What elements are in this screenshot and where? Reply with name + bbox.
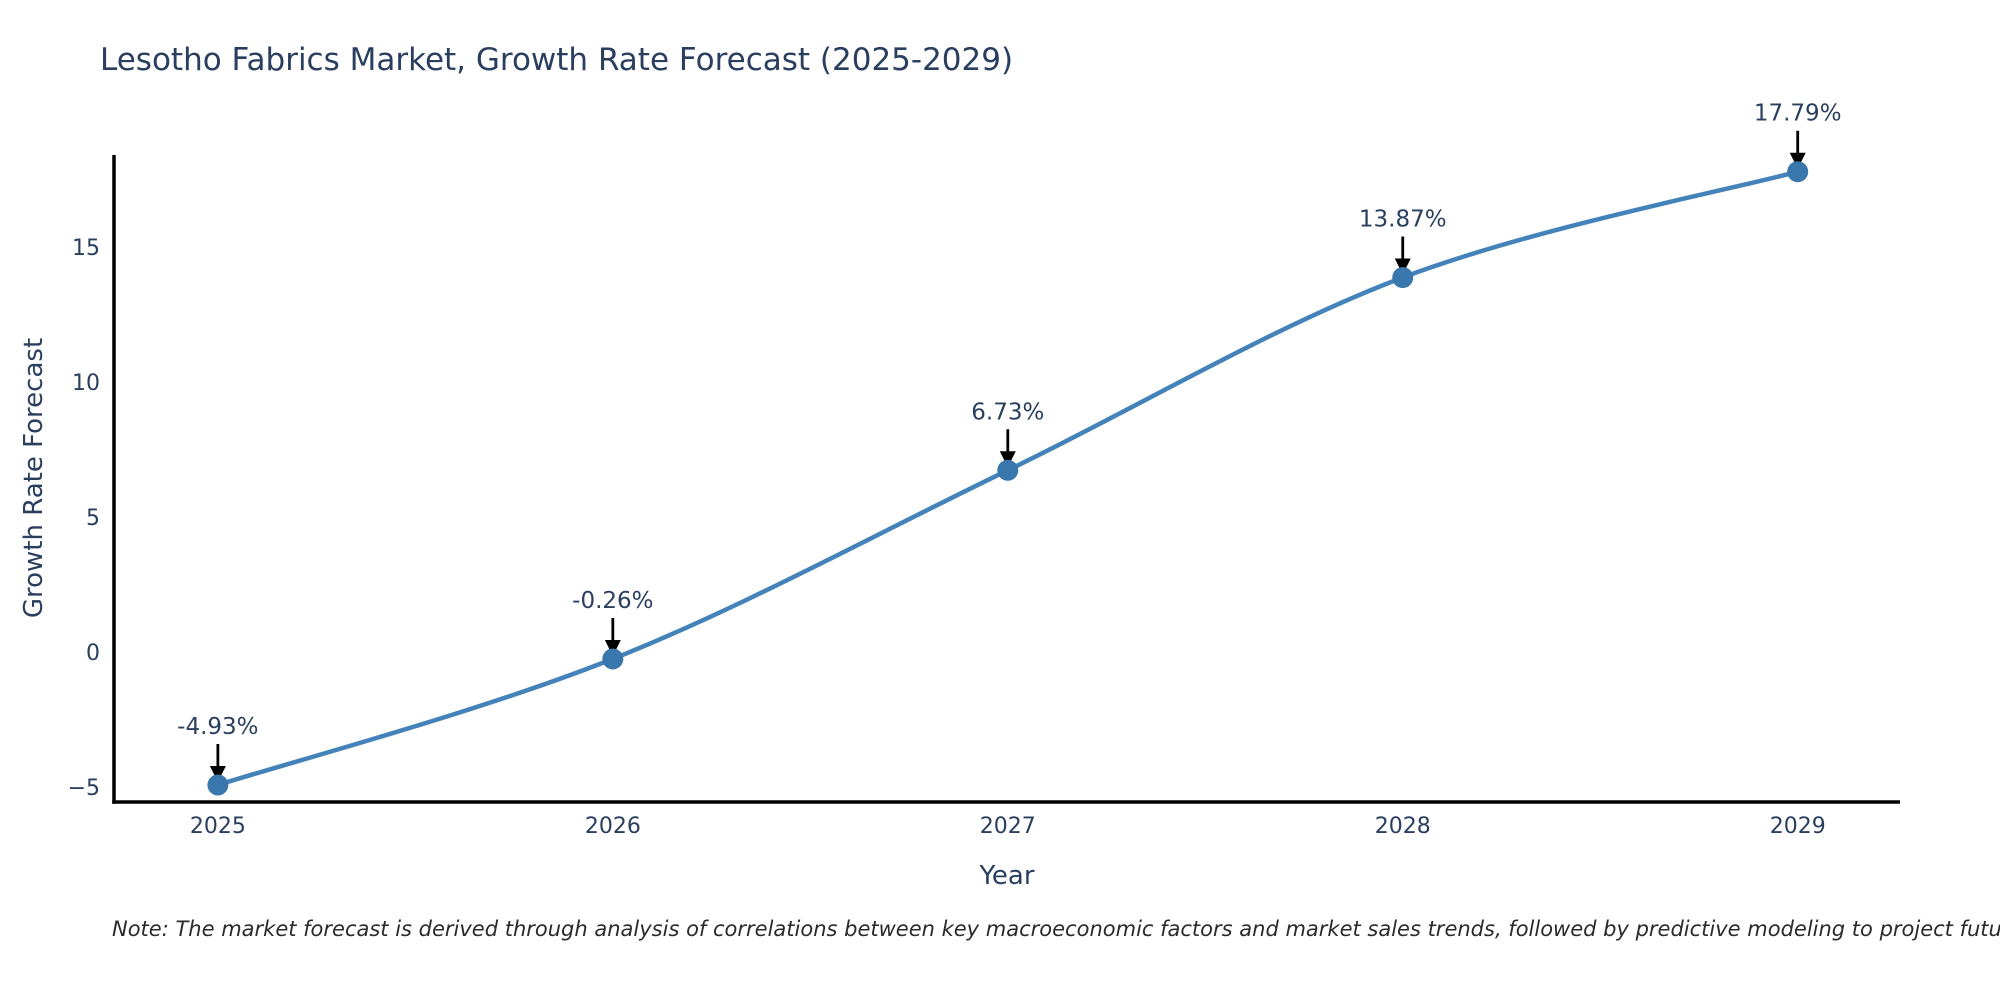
- data-point-label: 17.79%: [1754, 101, 1842, 127]
- chart-title: Lesotho Fabrics Market, Growth Rate Fore…: [100, 42, 1014, 78]
- x-tick-label: 2026: [585, 814, 641, 839]
- annotation-arrowhead: [209, 765, 226, 782]
- y-tick-label: 5: [86, 506, 100, 531]
- y-tick-label: 10: [72, 371, 100, 396]
- data-point-marker[interactable]: [207, 774, 229, 796]
- data-point-marker[interactable]: [1392, 267, 1414, 289]
- annotation-arrowhead: [1789, 152, 1806, 169]
- data-point-label: 13.87%: [1359, 207, 1447, 233]
- data-point-marker[interactable]: [1787, 161, 1809, 183]
- annotation-arrowhead: [604, 639, 621, 656]
- x-tick-label: 2027: [980, 814, 1036, 839]
- x-axis-title: Year: [979, 861, 1035, 891]
- data-point-marker[interactable]: [997, 459, 1019, 481]
- x-tick-label: 2025: [190, 814, 246, 839]
- y-tick-label: 0: [86, 641, 100, 666]
- x-tick-label: 2029: [1770, 814, 1826, 839]
- y-tick-label: −5: [68, 776, 100, 801]
- data-point-label: 6.73%: [971, 399, 1044, 425]
- data-point-marker[interactable]: [602, 648, 624, 670]
- y-tick-label: 15: [72, 236, 100, 261]
- data-point-label: -4.93%: [177, 714, 258, 740]
- x-tick-label: 2028: [1375, 814, 1431, 839]
- y-axis-title: Growth Rate Forecast: [19, 337, 49, 619]
- annotation-arrowhead: [999, 451, 1016, 468]
- annotation-arrowhead: [1394, 258, 1411, 275]
- footnote: Note: The market forecast is derived thr…: [112, 917, 2000, 941]
- data-point-label: -0.26%: [572, 588, 653, 614]
